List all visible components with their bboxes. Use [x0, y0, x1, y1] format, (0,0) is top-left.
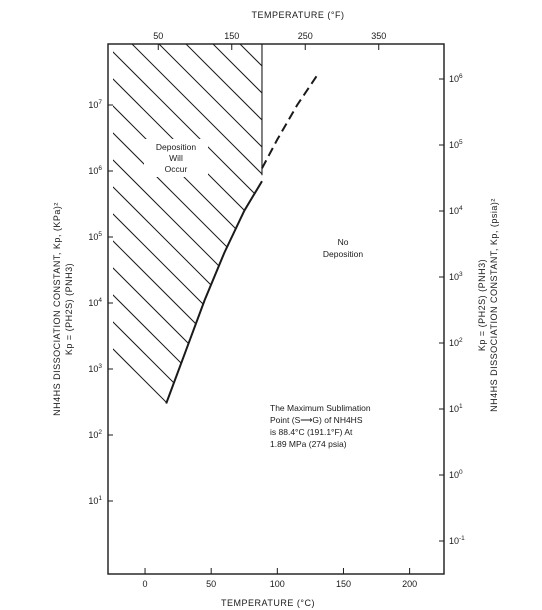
- right-tick-label: 102: [449, 337, 463, 348]
- solid-curve: [165, 180, 263, 404]
- deposition-label: Deposition Will Occur: [144, 139, 208, 177]
- left-tick-label: 101: [88, 495, 102, 506]
- bottom-tick-label: 150: [336, 579, 351, 589]
- deposition-label-line1: Deposition: [156, 142, 196, 152]
- right-axis-title-line2: NH4HS DISSOCIATION CONSTANT, Kp, (psia)²: [489, 198, 499, 412]
- right-tick-label: 10-1: [449, 535, 465, 546]
- top-tick-label: 50: [153, 31, 163, 41]
- hatch-lines: [113, 44, 262, 408]
- dashed-curve: [261, 74, 318, 169]
- no-deposition-label-line2: Deposition: [323, 249, 363, 259]
- right-tick-label: 101: [449, 403, 463, 414]
- right-axis-title-line1: Kp = (PH2S) (PNH3): [477, 259, 487, 351]
- deposition-label-line2: Will: [169, 153, 183, 163]
- no-deposition-label-line1: No: [338, 237, 349, 247]
- left-tick-label: 105: [88, 231, 102, 242]
- annotation-line3: is 88.4°C (191.1°F) At: [270, 427, 353, 437]
- right-tick-label: 106: [449, 73, 463, 84]
- annotation-line2: Point (S⟶G) of NH4HS: [270, 415, 363, 425]
- top-axis-ticks: 50 150 250 350: [153, 31, 386, 50]
- bottom-tick-label: 100: [270, 579, 285, 589]
- deposition-label-line3: Occur: [165, 164, 188, 174]
- top-tick-label: 250: [298, 31, 313, 41]
- left-tick-label: 104: [88, 297, 102, 308]
- sublimation-annotation: The Maximum Sublimation Point (S⟶G) of N…: [270, 403, 371, 449]
- top-tick-label: 350: [371, 31, 386, 41]
- left-tick-label: 102: [88, 429, 102, 440]
- bottom-tick-label: 0: [143, 579, 148, 589]
- left-tick-label: 107: [88, 99, 102, 110]
- top-tick-label: 150: [224, 31, 239, 41]
- left-axis-ticks: 101 102 103 104 105 106 107: [88, 99, 113, 506]
- bottom-tick-label: 200: [402, 579, 417, 589]
- left-axis-title-line1: NH4HS DISSOCIATION CONSTANT, Kp, (KPa)²: [52, 202, 62, 416]
- bottom-axis-ticks: 0 50 100 150 200: [143, 568, 417, 589]
- annotation-line4: 1.89 MPa (274 psia): [270, 439, 347, 449]
- right-tick-label: 104: [449, 205, 463, 216]
- right-tick-label: 103: [449, 271, 463, 282]
- no-deposition-label: No Deposition: [323, 237, 363, 259]
- annotation-line1: The Maximum Sublimation: [270, 403, 371, 413]
- right-tick-label: 105: [449, 139, 463, 150]
- right-axis-ticks: 10-1 100 101 102 103 104 105 106: [439, 73, 465, 546]
- left-tick-label: 106: [88, 165, 102, 176]
- hatched-region: [113, 44, 262, 408]
- top-axis-title: TEMPERATURE (°F): [252, 10, 345, 20]
- left-tick-label: 103: [88, 363, 102, 374]
- plot-frame: [107, 43, 445, 575]
- right-tick-label: 100: [449, 469, 463, 480]
- left-axis-title-line2: Kp = (PH2S) (PNH3): [64, 263, 74, 355]
- bottom-tick-label: 50: [206, 579, 216, 589]
- bottom-axis-title: TEMPERATURE (°C): [221, 598, 315, 608]
